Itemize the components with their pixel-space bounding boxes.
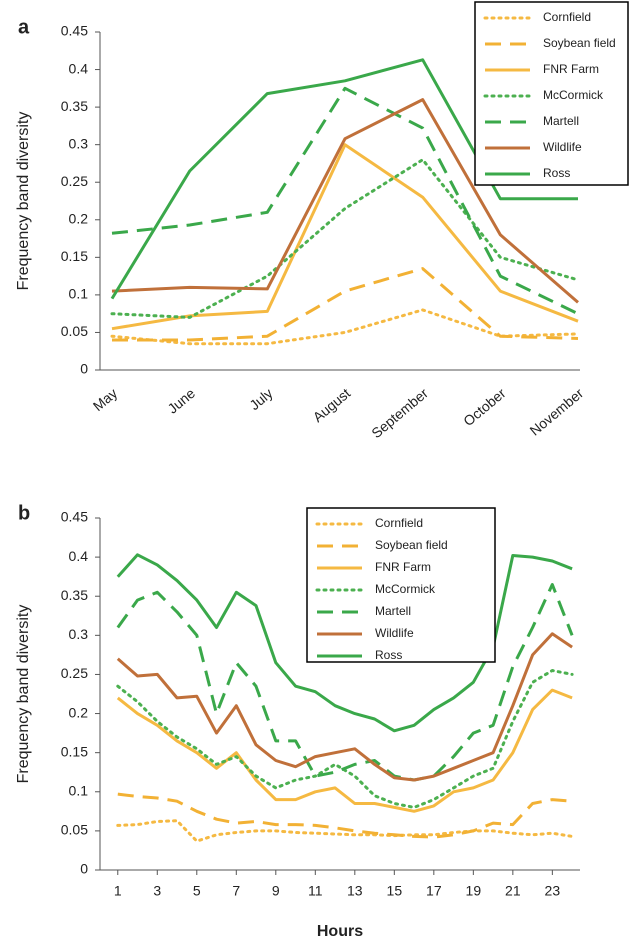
- legend-label: FNR Farm: [375, 560, 431, 574]
- y-tick-label: 0.35: [61, 98, 88, 114]
- legend-label: FNR Farm: [543, 62, 599, 76]
- y-tick-label: 0.35: [61, 587, 88, 603]
- series-line: [110, 308, 580, 346]
- x-tick-label: 5: [193, 883, 201, 899]
- y-tick-label: 0.4: [69, 548, 89, 564]
- series-line: [111, 98, 579, 304]
- y-tick-label: 0: [80, 361, 88, 377]
- legend: Cornfield Soybean field FNR Farm McCormick M…: [474, 1, 629, 186]
- legend-label: Soybean field: [375, 538, 448, 552]
- y-tick-label: 0.45: [61, 23, 88, 39]
- x-tick-label: 7: [232, 883, 240, 899]
- x-tick-label: 3: [153, 883, 161, 899]
- y-tick-label: 0.2: [69, 704, 89, 720]
- series-line: [110, 58, 578, 300]
- x-tick-label: July: [246, 385, 275, 413]
- y-tick-label: 0.1: [69, 782, 89, 798]
- series-line: [116, 553, 573, 733]
- legend-label: Wildlife: [375, 626, 414, 640]
- panel-label: b: [18, 502, 30, 524]
- x-tick-label: November: [527, 385, 587, 439]
- legend-label: Wildlife: [543, 140, 582, 154]
- x-tick-label: 1: [114, 883, 122, 899]
- x-tick-label: 15: [387, 883, 403, 899]
- legend-label: Cornfield: [375, 516, 423, 530]
- series-line: [111, 86, 579, 316]
- y-tick-label: 0.2: [69, 210, 89, 226]
- series-line: [112, 267, 579, 342]
- y-tick-label: 0.3: [69, 626, 89, 642]
- series-line: [116, 632, 573, 782]
- y-axis-label: Frequency band diversity: [15, 605, 32, 784]
- y-tick-label: 0: [80, 861, 88, 877]
- y-tick-label: 0.15: [61, 248, 88, 264]
- legend-label: Martell: [543, 114, 579, 128]
- legend-box: [474, 1, 629, 186]
- x-tick-label: August: [310, 385, 354, 425]
- legend: Cornfield Soybean field FNR Farm McCormick M…: [306, 507, 496, 663]
- legend-label: Ross: [375, 648, 402, 662]
- x-tick-label: 11: [308, 883, 323, 899]
- series-line: [116, 688, 573, 813]
- legend-label: McCormick: [543, 88, 604, 102]
- y-tick-label: 0.25: [61, 173, 88, 189]
- y-tick-label: 0.1: [69, 286, 89, 302]
- x-tick-label: September: [368, 385, 431, 441]
- series-line: [116, 819, 574, 843]
- series-line: [116, 669, 574, 809]
- series-line: [116, 583, 574, 782]
- panel-label: a: [18, 16, 30, 38]
- y-tick-label: 0.25: [61, 665, 88, 681]
- plot: b Frequency band diversity 0 0.05 0.1 0.15 0.2…: [15, 502, 580, 940]
- series-line: [110, 158, 580, 319]
- legend-box: [306, 507, 496, 663]
- x-tick-label: 19: [466, 883, 482, 899]
- x-tick-label: May: [90, 385, 121, 414]
- legend-label: Martell: [375, 604, 411, 618]
- series-line: [117, 792, 573, 839]
- x-axis-label: Hours: [317, 923, 363, 940]
- y-tick-label: 0.05: [61, 822, 88, 838]
- legend-label: Cornfield: [543, 10, 591, 24]
- y-tick-label: 0.15: [61, 743, 88, 759]
- y-tick-label: 0.4: [69, 60, 89, 76]
- y-tick-label: 0.05: [61, 323, 88, 339]
- x-tick-label: 23: [545, 883, 561, 899]
- legend-label: Ross: [543, 166, 570, 180]
- x-tick-label: June: [164, 385, 198, 417]
- x-tick-label: 17: [426, 883, 442, 899]
- x-tick-label: 13: [347, 883, 363, 899]
- y-tick-label: 0.45: [61, 509, 88, 525]
- legend-label: McCormick: [375, 582, 436, 596]
- y-tick-label: 0.3: [69, 135, 89, 151]
- x-tick-label: 9: [272, 883, 280, 899]
- x-tick-label: 21: [505, 883, 521, 899]
- legend-label: Soybean field: [543, 36, 616, 50]
- x-tick-label: October: [460, 385, 509, 429]
- y-axis-label: Frequency band diversity: [15, 112, 32, 291]
- plot: a Frequency band diversity 0 0.05 0.1 0.15 0.2…: [15, 1, 629, 441]
